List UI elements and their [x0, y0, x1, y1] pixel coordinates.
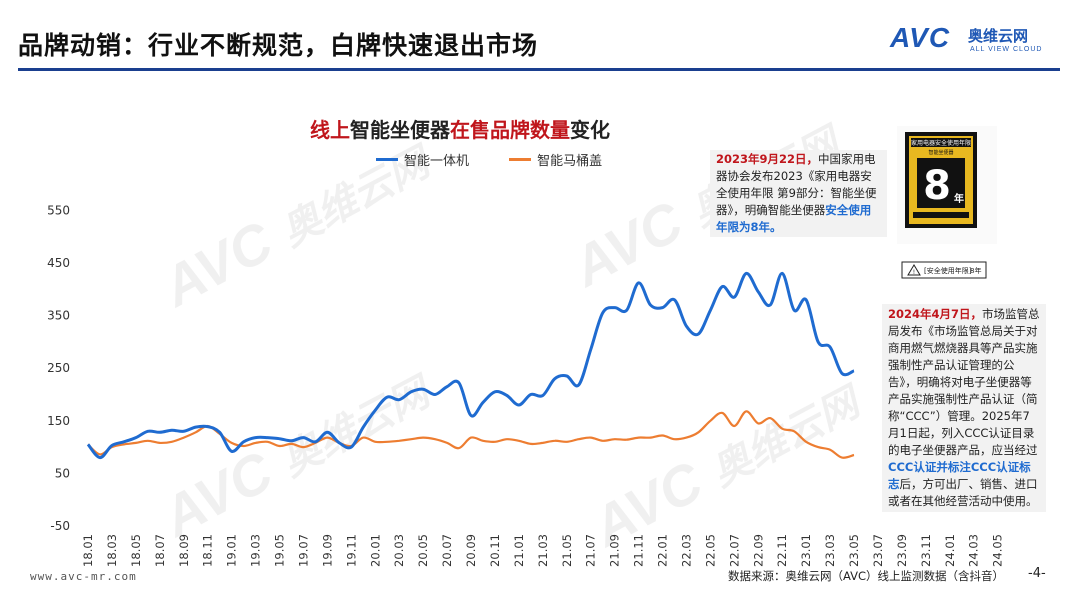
label-unit: 年 [954, 192, 964, 205]
website-url: www.avc-mr.com [30, 570, 137, 583]
y-tick-label: 250 [47, 361, 70, 375]
x-tick-label: 21.11 [632, 534, 646, 567]
x-tick-label: 19.11 [344, 534, 358, 567]
x-tick-label: 19.01 [225, 534, 239, 567]
safety-bar-value: 8年 [970, 266, 981, 275]
label-top-text: 家用电器安全使用年限 [911, 139, 971, 147]
label-sub-text: 智能坐便器 [928, 149, 953, 156]
page-number: -4- [1028, 566, 1046, 581]
x-tick-label: 18.07 [153, 534, 167, 567]
chart-title: 线上智能坐便器在售品牌数量变化 [310, 118, 610, 142]
annotation-box-1: 2023年9月22日，中国家用电器协会发布2023《家用电器安全使用年限 第9部… [710, 150, 887, 237]
x-tick-label: 23.03 [823, 534, 837, 567]
x-tick-label: 20.07 [440, 534, 454, 567]
x-tick-label: 19.07 [296, 534, 310, 567]
x-tick-label: 20.05 [416, 534, 430, 567]
y-tick-label: 350 [47, 309, 70, 323]
x-tick-label: 24.05 [991, 534, 1005, 567]
x-tick-label: 18.01 [81, 534, 95, 567]
chart-legend: 智能一体机 智能马桶盖 [376, 150, 638, 169]
legend-swatch [509, 158, 532, 161]
logo-cn: 奥维云网 [968, 27, 1029, 45]
svg-text:!: ! [913, 269, 915, 276]
logo-en: ALL VIEW CLOUD [970, 46, 1043, 53]
legend-item: 智能马桶盖 [509, 150, 602, 169]
y-tick-label: 150 [47, 414, 70, 428]
x-tick-label: 21.05 [560, 534, 574, 567]
page-title: 品牌动销：行业不断规范，白牌快速退出市场 [18, 31, 539, 60]
x-tick-label: 22.09 [751, 534, 765, 567]
x-tick-label: 19.09 [320, 534, 334, 567]
x-tick-label: 23.11 [919, 534, 933, 567]
x-tick-label: 18.11 [201, 534, 215, 567]
x-tick-label: 22.03 [679, 534, 693, 567]
x-tick-label: 19.03 [249, 534, 263, 567]
x-tick-label: 23.09 [895, 534, 909, 567]
annotation-box-2: 2024年4月7日，市场监管总局发布《市场监管总局关于对商用燃气燃烧器具等产品实… [882, 304, 1046, 512]
safety-bar-text: [安全使用年限] [924, 266, 972, 275]
x-tick-label: 20.03 [392, 534, 406, 567]
brand-logo: AVC 奥维云网 ALL VIEW CLOUD [890, 22, 1060, 62]
x-tick-label: 18.03 [105, 534, 119, 567]
legend-swatch [376, 158, 398, 161]
x-tick-label: 22.11 [775, 534, 789, 567]
y-tick-label: 50 [55, 466, 70, 480]
safety-bar-image: ! [安全使用年限] 8年 [901, 261, 987, 279]
x-tick-label: 21.03 [536, 534, 550, 567]
logo-text: AVC [890, 22, 951, 53]
x-tick-label: 19.05 [273, 534, 287, 567]
x-tick-label: 20.01 [368, 534, 382, 567]
data-source: 数据来源：奥维云网（AVC）线上监测数据（含抖音） [728, 569, 1005, 583]
header-divider [18, 68, 1060, 71]
x-tick-label: 24.03 [967, 534, 981, 567]
x-tick-label: 23.07 [871, 534, 885, 567]
safety-label-image: 家用电器安全使用年限 智能坐便器 8 年 [897, 126, 997, 244]
x-tick-label: 22.01 [656, 534, 670, 567]
series-line [87, 410, 855, 459]
x-tick-label: 23.05 [847, 534, 861, 567]
legend-item: 智能一体机 [376, 150, 469, 169]
label-number: 8 [923, 163, 951, 209]
y-tick-label: 550 [47, 203, 70, 217]
x-tick-label: 23.01 [799, 534, 813, 567]
x-tick-label: 20.11 [488, 534, 502, 567]
x-tick-label: 21.07 [584, 534, 598, 567]
x-tick-label: 18.09 [177, 534, 191, 567]
y-tick-label: -50 [50, 519, 70, 533]
series-line [86, 271, 855, 460]
x-tick-label: 24.01 [943, 534, 957, 567]
x-tick-label: 22.07 [727, 534, 741, 567]
y-tick-label: 450 [47, 256, 70, 270]
x-tick-label: 18.05 [129, 534, 143, 567]
x-tick-label: 20.09 [464, 534, 478, 567]
x-tick-label: 21.01 [512, 534, 526, 567]
x-tick-label: 21.09 [608, 534, 622, 567]
x-tick-label: 22.05 [703, 534, 717, 567]
